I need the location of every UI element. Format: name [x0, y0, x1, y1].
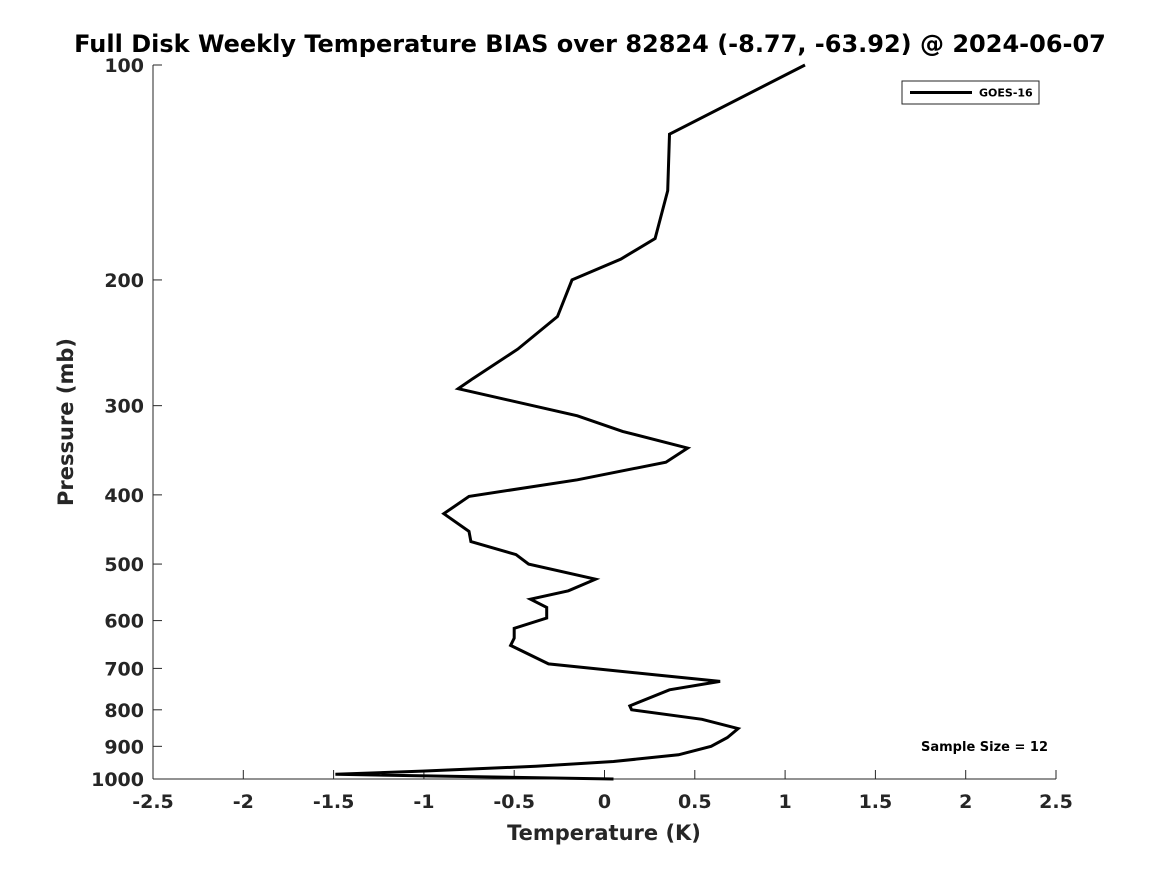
y-axis-label: Pressure (mb) — [54, 338, 78, 506]
x-tick-label: -2.5 — [132, 791, 174, 813]
y-tick-label: 1000 — [91, 769, 144, 791]
x-tick-label: 0 — [598, 791, 611, 813]
y-tick-label: 600 — [104, 611, 144, 633]
x-tick-label: 1.5 — [859, 791, 893, 813]
y-tick-label: 300 — [104, 396, 144, 418]
y-ticks: 100 200 300 400 500 600 700 800 900 1000 — [91, 55, 162, 791]
legend: GOES-16 — [901, 80, 1040, 105]
y-tick-label: 800 — [104, 700, 144, 722]
x-tick-label: 2 — [959, 791, 972, 813]
y-tick-label: 900 — [104, 736, 144, 758]
x-tick-label: 0.5 — [678, 791, 712, 813]
series-line-goes-16 — [335, 63, 806, 781]
x-ticks: -2.5 -2 -1.5 -1 -0.5 0 0.5 1 1.5 2 2.5 — [132, 770, 1073, 813]
y-tick-label: 100 — [104, 55, 144, 77]
x-tick-label: 1 — [778, 791, 791, 813]
sample-size-annotation: Sample Size = 12 — [921, 740, 1048, 755]
chart-title: Full Disk Weekly Temperature BIAS over 8… — [74, 30, 1106, 58]
x-tick-label: 2.5 — [1039, 791, 1073, 813]
x-tick-label: -2 — [233, 791, 254, 813]
x-tick-label: -0.5 — [493, 791, 535, 813]
legend-label: GOES-16 — [979, 87, 1033, 100]
x-tick-label: -1 — [413, 791, 434, 813]
y-tick-label: 700 — [104, 658, 144, 680]
y-tick-label: 400 — [104, 485, 144, 507]
series-layer — [335, 63, 806, 781]
x-tick-label: -1.5 — [313, 791, 355, 813]
y-tick-label: 500 — [104, 554, 144, 576]
plot-area: -2.5 -2 -1.5 -1 -0.5 0 0.5 1 1.5 2 2.5 100 200 300 40… — [91, 55, 1073, 813]
y-tick-label: 200 — [104, 270, 144, 292]
x-axis-label: Temperature (K) — [507, 821, 701, 845]
